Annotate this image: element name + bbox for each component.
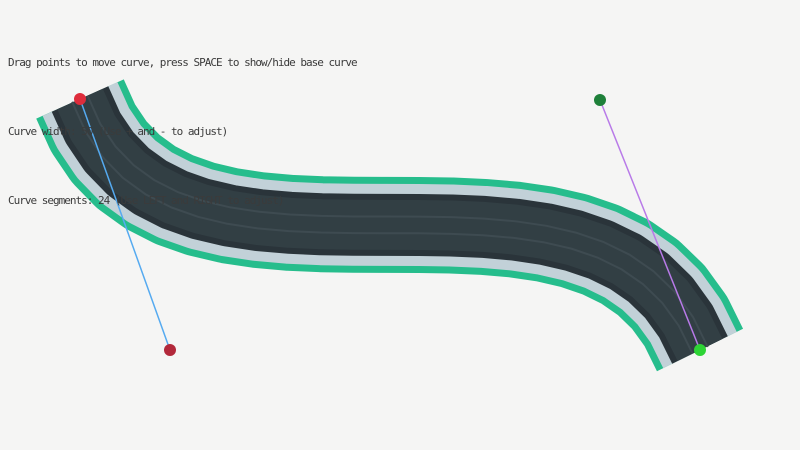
hud-line-curve-segments: Curve segments: 24 (Use LEFT and RIGHT t…: [8, 194, 285, 207]
end-point-handle[interactable]: [694, 344, 706, 356]
lane-line-left: [86, 95, 709, 348]
start-point-handle[interactable]: [74, 93, 86, 105]
hud-line-curve-width: Curve width: 50 (Use + and - to adjust): [8, 125, 228, 138]
control2-point-handle[interactable]: [594, 94, 606, 106]
hud-instructions: Drag points to move curve, press SPACE t…: [8, 5, 358, 258]
end-handle-line: [599, 99, 701, 351]
start-handle-line: [79, 98, 171, 351]
control1-point-handle[interactable]: [164, 344, 176, 356]
road-asphalt-band: [57, 88, 723, 362]
hud-line-drag-hint: Drag points to move curve, press SPACE t…: [8, 56, 358, 69]
lane-line-right: [71, 101, 694, 354]
